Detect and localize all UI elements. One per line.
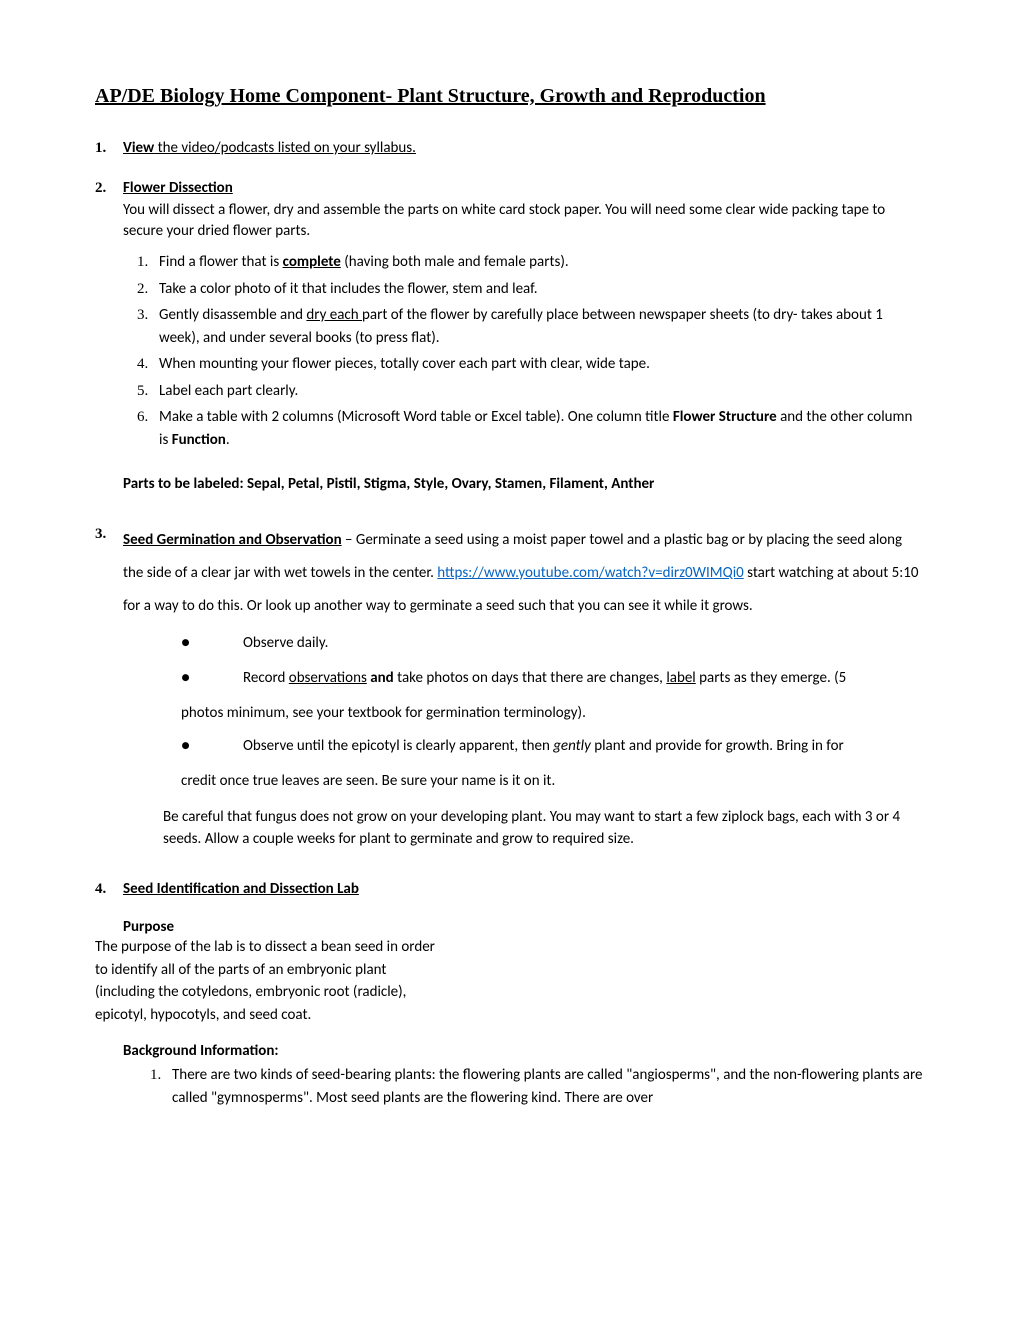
- parts-label: Parts to be labeled: Sepal, Petal, Pisti…: [123, 473, 925, 496]
- item-3-heading: Seed Germination and Observation: [123, 531, 342, 549]
- step-1-text: Find a flower that is complete (having b…: [159, 251, 925, 274]
- purpose-heading: Purpose: [123, 918, 925, 936]
- step-2-num: 2.: [137, 278, 159, 301]
- item-1-content: View the video/podcasts listed on your s…: [123, 138, 925, 160]
- bullet-dot-icon: ●: [181, 662, 243, 695]
- item-1-heading: View: [123, 139, 154, 157]
- purpose-text: The purpose of the lab is to dissect a b…: [95, 936, 435, 1026]
- item-3: 3. Seed Germination and Observation – Ge…: [95, 524, 925, 851]
- youtube-link[interactable]: https://www.youtube.com/watch?v=dirz0WIM…: [437, 564, 743, 582]
- item-4: 4. Seed Identification and Dissection La…: [95, 879, 925, 901]
- step-3: 3. Gently disassemble and dry each part …: [137, 304, 925, 349]
- step-5-text: Label each part clearly.: [159, 380, 925, 403]
- bullet-1-text: Observe daily.: [243, 627, 925, 660]
- step-2-text: Take a color photo of it that includes t…: [159, 278, 925, 301]
- item-2-heading: Flower Dissection: [123, 179, 233, 197]
- step-6-text: Make a table with 2 columns (Microsoft W…: [159, 406, 925, 451]
- item-1: 1. View the video/podcasts listed on you…: [95, 138, 925, 160]
- page-title: AP/DE Biology Home Component- Plant Stru…: [95, 85, 925, 108]
- bullet-dot-icon: ●: [181, 627, 243, 660]
- item-4-content: Seed Identification and Dissection Lab: [123, 879, 925, 901]
- item-2: 2. Flower Dissection You will dissect a …: [95, 178, 925, 455]
- bg-item-1-text: There are two kinds of seed-bearing plan…: [172, 1064, 925, 1109]
- item-4-number: 4.: [95, 879, 123, 901]
- step-3-num: 3.: [137, 304, 159, 349]
- item-3-content: Seed Germination and Observation – Germi…: [123, 524, 925, 851]
- step-2: 2. Take a color photo of it that include…: [137, 278, 925, 301]
- item-2-desc: You will dissect a flower, dry and assem…: [123, 200, 925, 244]
- bullet-2-text: Record observations and take photos on d…: [243, 662, 925, 695]
- item-2-content: Flower Dissection You will dissect a flo…: [123, 178, 925, 455]
- step-4-num: 4.: [137, 353, 159, 376]
- item-1-number: 1.: [95, 138, 123, 160]
- bullet-dot-icon: ●: [181, 730, 243, 763]
- step-5-num: 5.: [137, 380, 159, 403]
- background-heading: Background Information:: [123, 1042, 925, 1060]
- bg-item-1-num: 1.: [150, 1064, 172, 1109]
- item-2-sublist: 1. Find a flower that is complete (havin…: [137, 251, 925, 451]
- step-1: 1. Find a flower that is complete (havin…: [137, 251, 925, 274]
- background-list: 1. There are two kinds of seed-bearing p…: [150, 1064, 925, 1109]
- step-3-text: Gently disassemble and dry each part of …: [159, 304, 925, 349]
- step-4: 4. When mounting your flower pieces, tot…: [137, 353, 925, 376]
- item-4-heading: Seed Identification and Dissection Lab: [123, 880, 359, 898]
- bullet-3: ● Observe until the epicotyl is clearly …: [181, 730, 925, 763]
- bullet-1: ● Observe daily.: [181, 627, 925, 660]
- item-1-text: the video/podcasts listed on your syllab…: [154, 139, 416, 157]
- item-3-main: Seed Germination and Observation – Germi…: [123, 524, 925, 623]
- item-3-number: 3.: [95, 524, 123, 851]
- bullet-2-cont: photos minimum, see your textbook for ge…: [181, 697, 925, 730]
- step-5: 5. Label each part clearly.: [137, 380, 925, 403]
- bg-item-1: 1. There are two kinds of seed-bearing p…: [150, 1064, 925, 1109]
- bullet-3-cont: credit once true leaves are seen. Be sur…: [181, 765, 925, 798]
- step-1-num: 1.: [137, 251, 159, 274]
- step-4-text: When mounting your flower pieces, totall…: [159, 353, 925, 376]
- bullet-2: ● Record observations and take photos on…: [181, 662, 925, 695]
- step-6-num: 6.: [137, 406, 159, 451]
- bullet-3-text: Observe until the epicotyl is clearly ap…: [243, 730, 925, 763]
- step-6: 6. Make a table with 2 columns (Microsof…: [137, 406, 925, 451]
- item-2-number: 2.: [95, 178, 123, 455]
- item-3-caution: Be careful that fungus does not grow on …: [163, 806, 925, 851]
- item-3-bullets: ● Observe daily. ● Record observations a…: [181, 627, 925, 798]
